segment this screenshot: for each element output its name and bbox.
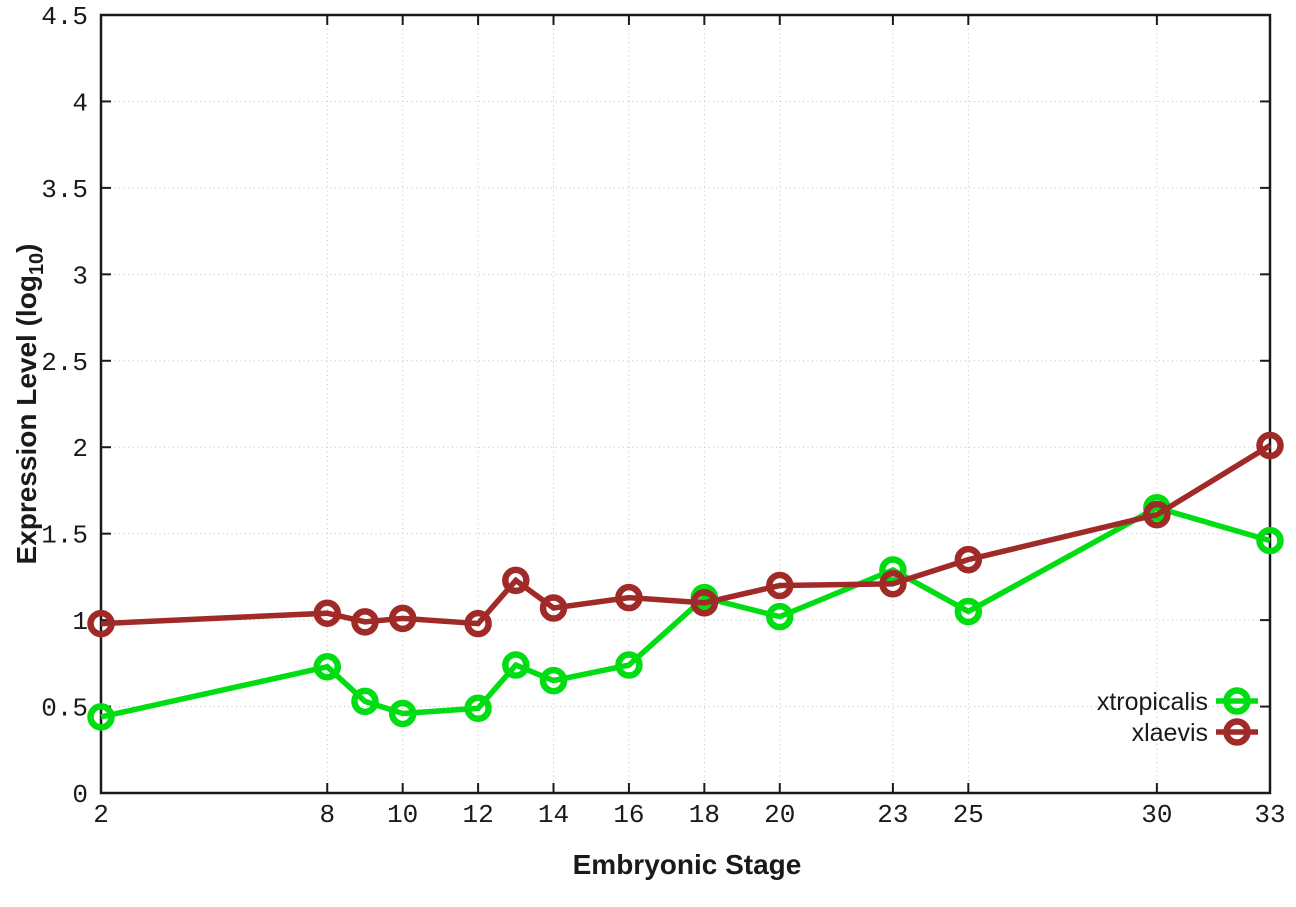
legend-marker bbox=[1223, 687, 1251, 715]
x-tick-label: 16 bbox=[613, 800, 644, 830]
y-axis-title: Expression Level (log10) bbox=[11, 244, 48, 565]
x-tick-label: 25 bbox=[953, 800, 984, 830]
data-point-xtropicalis bbox=[87, 703, 115, 731]
data-point-xtropicalis bbox=[539, 666, 568, 695]
x-tick-label: 20 bbox=[764, 800, 795, 830]
y-tick-label: 4 bbox=[72, 88, 88, 118]
data-point-xlaevis bbox=[766, 571, 794, 600]
plot-border bbox=[99, 13, 1272, 795]
x-tick-label: 10 bbox=[387, 800, 418, 830]
x-tick-label: 8 bbox=[319, 800, 335, 830]
data-point-xtropicalis bbox=[502, 651, 530, 679]
x-tick-label: 14 bbox=[538, 800, 569, 830]
data-point-xlaevis bbox=[502, 566, 530, 595]
data-point-xlaevis bbox=[351, 608, 379, 636]
y-tick-label: 3 bbox=[72, 261, 88, 291]
y-tick-label: 1.5 bbox=[41, 521, 88, 551]
series-line-xtropicalis bbox=[100, 504, 1271, 720]
data-point-xtropicalis bbox=[313, 653, 342, 681]
data-point-xlaevis bbox=[388, 604, 417, 633]
x-tick-label: 2 bbox=[93, 800, 109, 830]
y-tick-label: 2.5 bbox=[41, 348, 88, 378]
legend-entry-xtropicalis: xtropicalis bbox=[1097, 687, 1258, 716]
data-point-xlaevis bbox=[87, 609, 115, 638]
x-tick-label: 12 bbox=[462, 800, 493, 830]
data-point-xtropicalis bbox=[1256, 526, 1284, 555]
data-point-xlaevis bbox=[539, 594, 568, 622]
data-point-xtropicalis bbox=[954, 597, 983, 626]
data-point-xlaevis bbox=[1256, 431, 1284, 460]
y-tick-label: 4.5 bbox=[41, 2, 88, 32]
y-tick-label: 1 bbox=[72, 607, 88, 637]
data-point-xtropicalis bbox=[464, 694, 492, 723]
data-point-xtropicalis bbox=[879, 556, 907, 584]
legend-label: xlaevis bbox=[1132, 719, 1208, 747]
y-tick-label: 2 bbox=[72, 434, 88, 464]
data-point-xlaevis bbox=[615, 583, 643, 612]
data-point-xtropicalis bbox=[766, 602, 794, 631]
legend-entry-xlaevis: xlaevis bbox=[1132, 718, 1258, 747]
y-tick-label: 0.5 bbox=[41, 694, 88, 724]
data-point-xlaevis bbox=[313, 599, 342, 627]
x-tick-label: 33 bbox=[1254, 800, 1285, 830]
data-point-xtropicalis bbox=[351, 687, 379, 716]
y-tick-label: 0 bbox=[72, 780, 88, 810]
data-point-xlaevis bbox=[690, 589, 719, 617]
y-tick-label: 3.5 bbox=[41, 175, 88, 205]
data-point-xtropicalis bbox=[615, 651, 643, 679]
data-point-xlaevis bbox=[879, 570, 907, 598]
x-tick-label: 18 bbox=[689, 800, 720, 830]
legend-marker bbox=[1223, 718, 1251, 746]
data-point-xlaevis bbox=[954, 545, 983, 574]
x-tick-label: 30 bbox=[1141, 800, 1172, 830]
legend-label: xtropicalis bbox=[1097, 688, 1208, 716]
series-line-xlaevis bbox=[100, 443, 1272, 627]
data-point-xlaevis bbox=[464, 609, 492, 638]
x-axis-title: Embryonic Stage bbox=[573, 849, 802, 880]
data-point-xlaevis bbox=[1143, 500, 1171, 529]
data-point-xtropicalis bbox=[388, 699, 417, 728]
x-tick-label: 23 bbox=[877, 800, 908, 830]
